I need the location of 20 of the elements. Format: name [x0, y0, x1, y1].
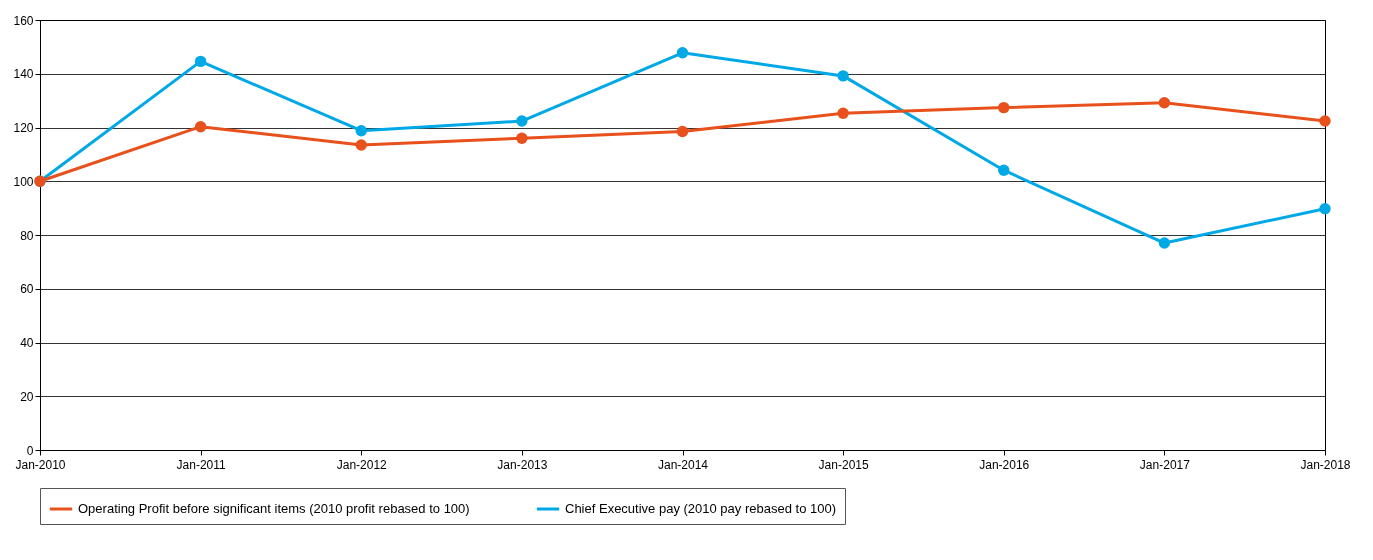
x-tick-label: Jan-2015	[818, 457, 869, 472]
legend-label: Chief Executive pay (2010 pay rebased to 100)	[565, 501, 837, 516]
y-tick-label: 120	[13, 121, 34, 135]
y-tick-label: 40	[20, 336, 34, 350]
x-tick-label: Jan-2018	[1300, 457, 1351, 472]
y-tick-label: 60	[20, 282, 34, 297]
legend-label: Operating Profit before significant items (2010 profit rebased to 100)	[78, 501, 470, 516]
y-tick-label: 0	[26, 443, 34, 458]
y-tick-label: 160	[13, 13, 34, 28]
x-tick-label: Jan-2012	[336, 457, 388, 472]
x-tick-label: Jan-2013	[497, 457, 548, 472]
y-tick-label: 80	[20, 228, 34, 243]
x-tick-label: Jan-2014	[657, 457, 709, 472]
x-tick-label: Jan-2017	[1139, 457, 1191, 472]
x-tick-label: Jan-2016	[979, 457, 1030, 472]
y-tick-label: 140	[13, 67, 34, 82]
y-tick-label: 20	[20, 389, 34, 404]
y-tick-label: 100	[13, 174, 34, 189]
x-tick-label: Jan-2010	[15, 457, 66, 472]
x-tick-label: Jan-2011	[176, 457, 227, 472]
